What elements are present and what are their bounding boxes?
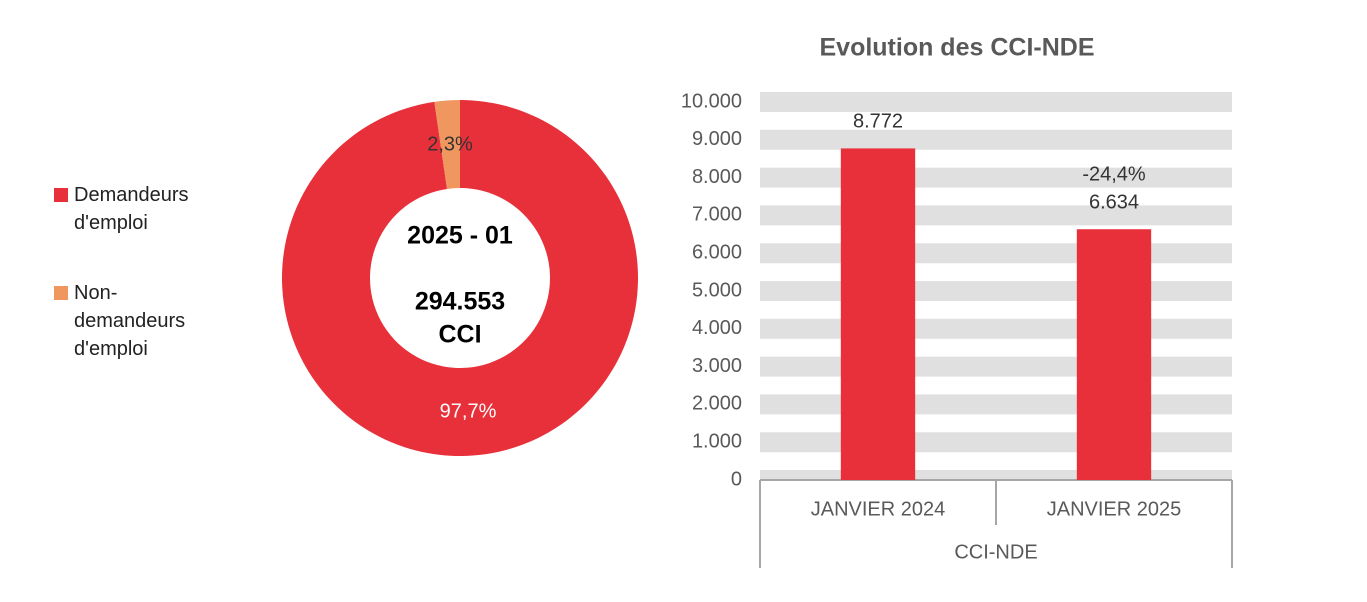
bar-value-label: 8.772	[853, 111, 903, 133]
y-tick-label: 5.000	[692, 279, 742, 301]
y-tick-label: 6.000	[692, 241, 742, 263]
slice-label: 2,3%	[427, 133, 473, 155]
y-tick-label: 1.000	[692, 430, 742, 452]
slice-label: 97,7%	[440, 400, 497, 422]
y-tick-label: 0	[731, 468, 742, 490]
donut-slice	[434, 100, 460, 189]
center-text: 294.553	[415, 288, 505, 316]
legend-item: Non-demandeurs d'emploi	[52, 279, 224, 363]
legend-swatch	[54, 286, 68, 300]
center-text: CCI	[438, 321, 481, 349]
y-tick-label: 7.000	[692, 204, 742, 226]
grid	[760, 92, 1232, 480]
legend-label: Non-demandeurs d'emploi	[74, 282, 186, 360]
y-tick-label: 3.000	[692, 355, 742, 377]
bar	[840, 148, 916, 480]
y-tick-label: 2.000	[692, 393, 742, 415]
y-tick-label: 10.000	[681, 90, 742, 112]
y-tick-label: 4.000	[692, 317, 742, 339]
legend-item: Demandeurs d'emploi	[52, 181, 224, 237]
center-text: 2025 - 01	[407, 222, 513, 250]
donut-slice	[282, 100, 639, 457]
x-tick-label: JANVIER 2025	[1047, 498, 1182, 520]
y-tick-label: 8.000	[692, 166, 742, 188]
legend-label: Demandeurs d'emploi	[74, 184, 189, 234]
bar-value-label: 6.634	[1089, 192, 1139, 214]
bar-annotation: -24,4%	[1082, 164, 1146, 186]
group-label: CCI-NDE	[954, 541, 1037, 563]
x-tick-label: JANVIER 2024	[811, 498, 946, 520]
y-tick-label: 9.000	[692, 128, 742, 150]
chart-title: Evolution des CCI-NDE	[819, 34, 1094, 62]
legend-swatch	[54, 188, 68, 202]
bar	[1076, 229, 1152, 480]
